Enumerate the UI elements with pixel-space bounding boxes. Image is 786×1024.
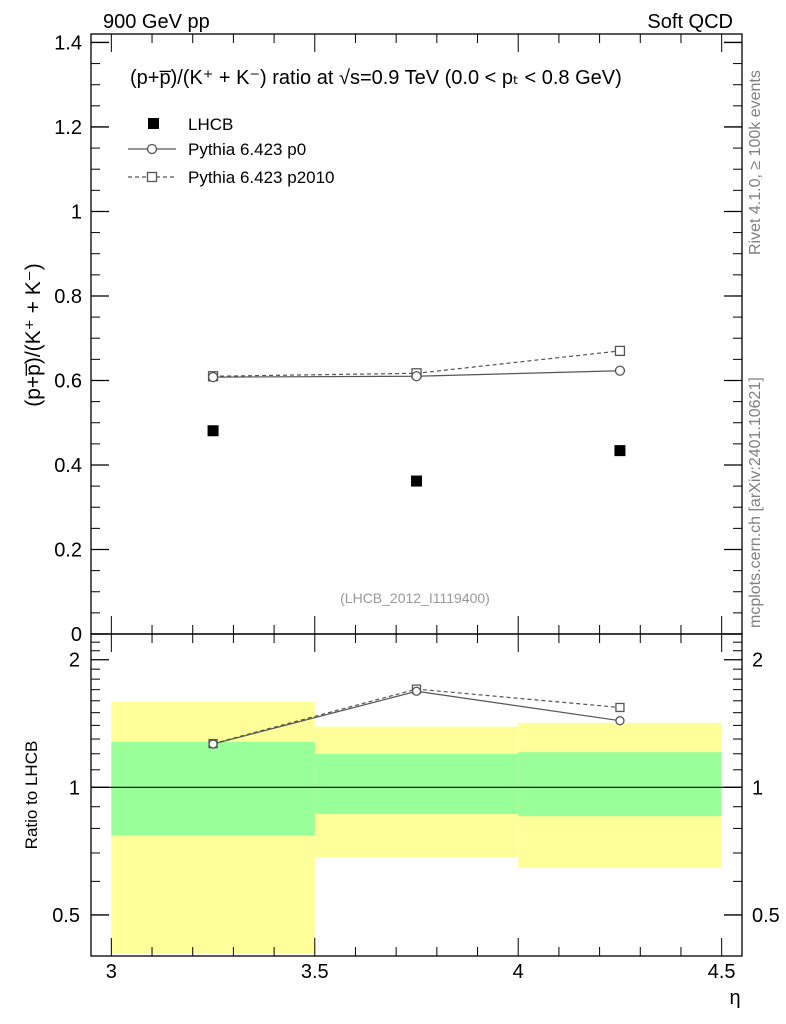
green-band bbox=[111, 741, 315, 836]
main-ytick-label: 1 bbox=[71, 201, 82, 223]
p0-ratio-point bbox=[411, 686, 422, 696]
ratio-xtick-label: 4.5 bbox=[708, 961, 736, 983]
lhcb-point bbox=[207, 425, 219, 437]
p0-ratio-point bbox=[615, 716, 625, 726]
ratio-ytick-label: 2 bbox=[69, 650, 80, 672]
ratio-frame bbox=[90, 633, 743, 957]
ratio-ytick-label-right: 1 bbox=[752, 777, 763, 799]
green-band bbox=[314, 753, 519, 815]
plot-title: (p+p̅)/(K⁺ + K⁻) ratio at √s=0.9 TeV (0.… bbox=[130, 67, 622, 89]
header-left: 900 GeV pp bbox=[103, 11, 210, 33]
legend-marker-p0 bbox=[146, 143, 158, 155]
ratio-ylabel: Ratio to LHCB bbox=[22, 741, 41, 850]
legend-marker-p2010 bbox=[146, 171, 158, 183]
main-ytick-label: 0.2 bbox=[54, 539, 82, 561]
p0-point bbox=[411, 371, 422, 382]
main-ytick-label: 0 bbox=[71, 624, 82, 646]
legend: LHCB Pythia 6.423 p0 Pythia 6.423 p2010 bbox=[128, 115, 335, 187]
legend-marker-lhcb bbox=[148, 118, 159, 129]
ratio-series bbox=[208, 684, 625, 749]
main-ytick-label: 1.4 bbox=[54, 32, 82, 54]
legend-label: LHCB bbox=[188, 115, 233, 134]
legend-label: Pythia 6.423 p2010 bbox=[188, 168, 335, 187]
p0-point bbox=[614, 365, 626, 376]
x-axis-label: η bbox=[729, 987, 740, 1009]
ratio-xtick-label: 4 bbox=[513, 961, 524, 983]
main-series bbox=[207, 345, 626, 487]
green-band bbox=[518, 752, 722, 817]
main-ytick-label: 0.8 bbox=[54, 286, 82, 308]
main-ticks: 0 0.2 0.4 0.6 0.8 1 1.2 1.4 bbox=[54, 32, 742, 646]
ratio-ytick-label: 0.5 bbox=[52, 905, 80, 927]
main-ytick-label: 1.2 bbox=[54, 117, 82, 139]
mcplots-label: mcplots.cern.ch [arXiv:2401.10621] bbox=[747, 377, 764, 628]
lhcb-point bbox=[411, 475, 422, 487]
p0-point bbox=[207, 371, 219, 383]
ratio-xtick-label: 3 bbox=[106, 961, 117, 983]
main-ylabel: (p+p̅)/(K⁺ + K⁻) bbox=[22, 263, 45, 407]
legend-label: Pythia 6.423 p0 bbox=[188, 140, 306, 159]
ratio-ytick-label-right: 0.5 bbox=[752, 905, 780, 927]
ratio-ytick-label-right: 2 bbox=[752, 650, 763, 672]
header-right: Soft QCD bbox=[647, 11, 733, 33]
p2010-point bbox=[614, 345, 626, 357]
main-ytick-label: 0.4 bbox=[54, 455, 82, 477]
ratio-ticks: 0.5 0.5 1 1 2 2 3 3.5 4 4.5 bbox=[52, 634, 780, 983]
rivet-label: Rivet 4.1.0, ≥ 100k events bbox=[747, 70, 764, 255]
ratio-xtick-label: 3.5 bbox=[301, 961, 329, 983]
p2010-ratio-point bbox=[615, 702, 625, 713]
lhcb-point bbox=[614, 445, 626, 457]
analysis-watermark: (LHCB_2012_I1119400) bbox=[340, 590, 490, 606]
ratio-bands bbox=[91, 701, 742, 954]
ratio-ytick-label: 1 bbox=[69, 777, 80, 799]
p0-ratio-point bbox=[208, 739, 218, 749]
main-ytick-label: 0.6 bbox=[54, 370, 82, 392]
